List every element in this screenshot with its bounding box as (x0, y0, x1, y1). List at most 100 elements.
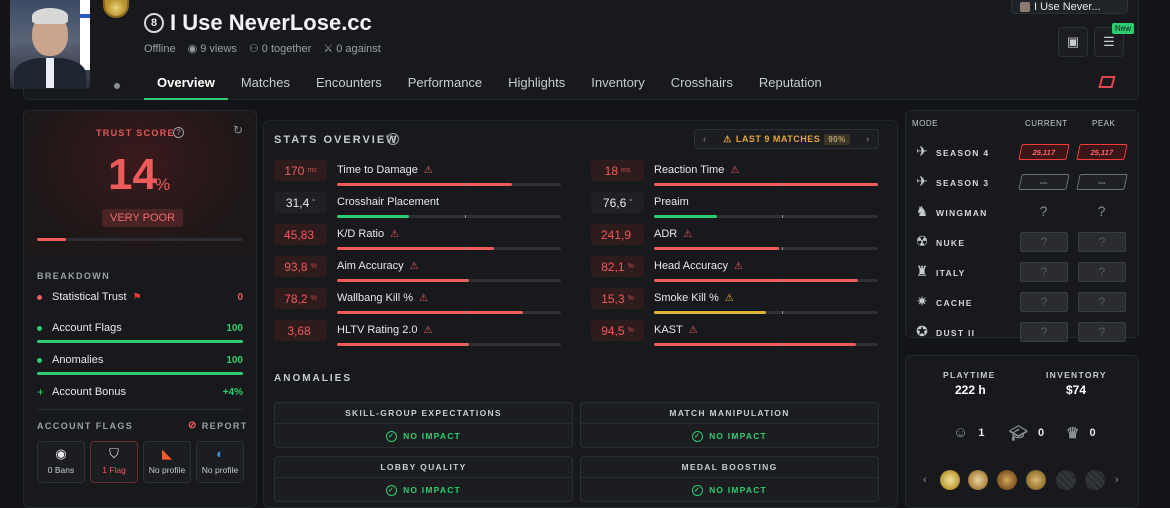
nuke-icon: ☢ (915, 232, 929, 249)
match-range-selector[interactable]: ‹ ⚠ LAST 9 MATCHES 90% › (694, 129, 879, 149)
medal-icon[interactable] (968, 470, 988, 490)
stat-label-row[interactable]: Reaction Time ⚠ (654, 164, 739, 176)
anomaly-card: LOBBY QUALITY ✓ NO IMPACT (274, 456, 573, 502)
warning-icon: ⚠ (390, 228, 400, 240)
profile-card-button[interactable]: ▣ (1058, 27, 1088, 57)
breakdown-row: Account Flags 100 (37, 321, 243, 335)
anomaly-result: NO IMPACT (403, 431, 461, 441)
rank-mode-label: SEASON 4 (936, 148, 990, 158)
chevron-right-icon[interactable]: › (866, 133, 870, 145)
stat-label: Head Accuracy (654, 260, 728, 272)
medal-icon[interactable] (997, 470, 1017, 490)
help-icon[interactable]: ? (173, 127, 184, 138)
stat-label-row[interactable]: Preaim (654, 196, 689, 208)
stat-label-row[interactable]: Head Accuracy ⚠ (654, 260, 743, 272)
stat-label-row[interactable]: Aim Accuracy ⚠ (337, 260, 419, 272)
anomaly-result: NO IMPACT (709, 431, 767, 441)
rank-mode-label: NUKE (936, 238, 966, 248)
avatar[interactable] (10, 0, 90, 89)
gamersclub-flag-box[interactable]: ◐ No profile (196, 441, 244, 483)
stat-label-row[interactable]: Crosshair Placement (337, 196, 439, 208)
breakdown-row: + Account Bonus +4% (37, 385, 243, 399)
stat-bar (654, 343, 878, 346)
flag-icon: ⚑ (132, 291, 142, 303)
stat-label: HLTV Rating 2.0 (337, 324, 418, 336)
rank-mode-label: ITALY (936, 268, 966, 278)
stat-bar-marker (781, 247, 783, 250)
stat-label: Reaction Time (654, 164, 725, 176)
rank-mode-label: CACHE (936, 298, 973, 308)
stat-number: 94,5 (601, 323, 625, 338)
stats-panel (263, 120, 898, 508)
stat-label: Wallbang Kill % (337, 292, 414, 304)
tab-inventory[interactable]: Inventory (591, 75, 645, 90)
level-badge: 8 (144, 13, 164, 33)
steam-flag-box[interactable]: ◉ 0 Bans (37, 441, 85, 483)
rank-peak-badge: ? (1078, 322, 1126, 342)
tab-matches[interactable]: Matches (240, 75, 290, 90)
stat-label-row[interactable]: Wallbang Kill % ⚠ (337, 292, 428, 304)
stat-unit: % (627, 295, 634, 302)
stat-label-row[interactable]: HLTV Rating 2.0 ⚠ (337, 324, 432, 336)
rank-current-value: --- (1039, 177, 1049, 187)
tab-highlights[interactable]: Highlights (508, 75, 566, 90)
stat-label-row[interactable]: Time to Damage ⚠ (337, 164, 433, 176)
smile-icon: ☺ (953, 424, 969, 441)
coin-icon[interactable] (940, 470, 960, 490)
check-icon: ✓ (386, 430, 398, 442)
esea-flag-box[interactable]: ◣ No profile (143, 441, 191, 483)
new-badge: New (1112, 23, 1135, 34)
report-button[interactable]: ⊘ REPORT (188, 420, 248, 431)
stat-number: 241,9 (600, 227, 632, 242)
user-mini-avatar (1020, 1, 1030, 12)
anomaly-result: NO IMPACT (403, 485, 461, 495)
rank-mode-label: WINGMAN (936, 208, 988, 218)
steam-icon: ◉ (55, 446, 67, 461)
tab-performance[interactable]: Performance (407, 75, 483, 90)
rank-peak-badge: ? (1078, 232, 1126, 252)
pin-icon[interactable] (1026, 470, 1046, 490)
breakdown-value: 100 (226, 354, 243, 366)
refresh-icon[interactable]: ↻ (233, 123, 244, 137)
breakdown-row: Anomalies 100 (37, 353, 243, 367)
tab-encounters[interactable]: Encounters (315, 75, 382, 90)
stat-label-row[interactable]: ADR ⚠ (654, 228, 692, 240)
dot-icon (37, 294, 42, 300)
stat-label-row[interactable]: K/D Ratio ⚠ (337, 228, 399, 240)
chevron-left-icon[interactable]: ‹ (923, 474, 927, 486)
crown-icon: ♛ (1066, 425, 1080, 442)
help-icon[interactable]: ? (387, 133, 399, 145)
stat-label-row[interactable]: KAST ⚠ (654, 324, 698, 336)
rank-peak-badge: ? (1078, 202, 1126, 220)
chevron-left-icon[interactable]: ‹ (703, 133, 707, 145)
rank-current-value: ? (1040, 235, 1048, 249)
flag-label: No profile (148, 465, 186, 475)
stat-bar (654, 247, 878, 250)
trust-rating-badge: VERY POOR (102, 209, 184, 227)
stat-bar-fill (337, 247, 494, 250)
stat-bar (654, 183, 878, 186)
plus-icon: + (37, 385, 45, 399)
stat-value: 93,8% (274, 256, 327, 277)
stat-label-row[interactable]: Smoke Kill % ⚠ (654, 292, 734, 304)
chevron-right-icon[interactable]: › (1115, 474, 1119, 486)
tab-overview[interactable]: Overview (144, 66, 228, 100)
tab-reputation[interactable]: Reputation (758, 75, 822, 90)
warning-icon: ⚠ (723, 133, 732, 144)
breakdown-label: Statistical Trust (52, 291, 127, 303)
status-dot (112, 81, 122, 91)
anomaly-card: SKILL-GROUP EXPECTATIONS ✓ NO IMPACT (274, 402, 573, 448)
rank-mode-label: SEASON 3 (936, 178, 990, 188)
user-menu[interactable]: I Use Never... (1011, 0, 1128, 14)
tab-crosshairs[interactable]: Crosshairs (670, 75, 733, 90)
stat-label: Preaim (654, 196, 689, 208)
rank-current-badge: 25,117 (1018, 144, 1070, 160)
against-count: 0 against (336, 43, 381, 55)
inventory-value: $74 (1066, 383, 1087, 397)
medal-icon (103, 0, 129, 18)
faceit-flag-box[interactable]: ⛉ 1 Flag (90, 441, 138, 483)
stats-overview-title: STATS OVERVIEW (274, 134, 399, 146)
rank-current-badge: --- (1018, 174, 1070, 190)
stat-bar-fill (654, 279, 858, 282)
stat-label: ADR (654, 228, 678, 240)
